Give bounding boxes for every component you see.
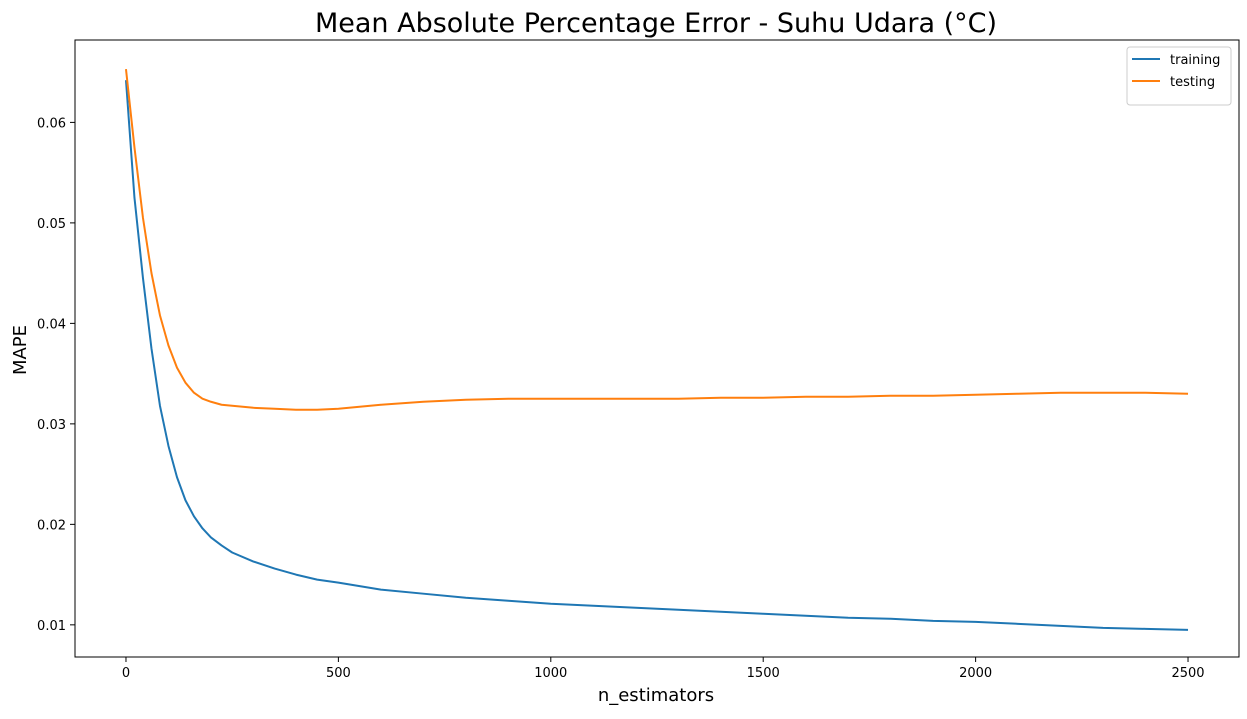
- x-tick-label: 2000: [959, 666, 992, 681]
- series-line-training: [124, 80, 1189, 631]
- y-tick-label: 0.04: [37, 317, 66, 332]
- x-tick-label: 500: [326, 666, 351, 681]
- legend-box: [1126, 46, 1232, 106]
- x-axis-label: n_estimators: [598, 685, 714, 706]
- x-tick-label: 1000: [534, 666, 567, 681]
- y-tick-label: 0.05: [37, 217, 66, 232]
- y-axis-ticks: 0.01 0.02 0.03 0.04 0.05 0.06: [37, 116, 75, 634]
- y-tick-label: 0.02: [37, 518, 66, 533]
- series-line-testing: [124, 69, 1189, 411]
- series-layer: [124, 69, 1189, 631]
- legend-label-testing: testing: [1170, 75, 1215, 90]
- y-tick-label: 0.01: [37, 619, 66, 634]
- legend: training testing: [1126, 46, 1232, 106]
- x-axis-ticks: 0 500 1000 1500 2000 2500: [122, 657, 1205, 681]
- chart-title: Mean Absolute Percentage Error - Suhu Ud…: [315, 8, 997, 39]
- y-tick-label: 0.06: [37, 116, 66, 131]
- x-tick-label: 2500: [1171, 666, 1204, 681]
- legend-label-training: training: [1170, 53, 1220, 68]
- y-tick-label: 0.03: [37, 418, 66, 433]
- x-tick-label: 0: [122, 666, 130, 681]
- x-tick-label: 1500: [747, 666, 780, 681]
- plot-frame: [74, 39, 1240, 658]
- y-axis-label: MAPE: [10, 325, 31, 375]
